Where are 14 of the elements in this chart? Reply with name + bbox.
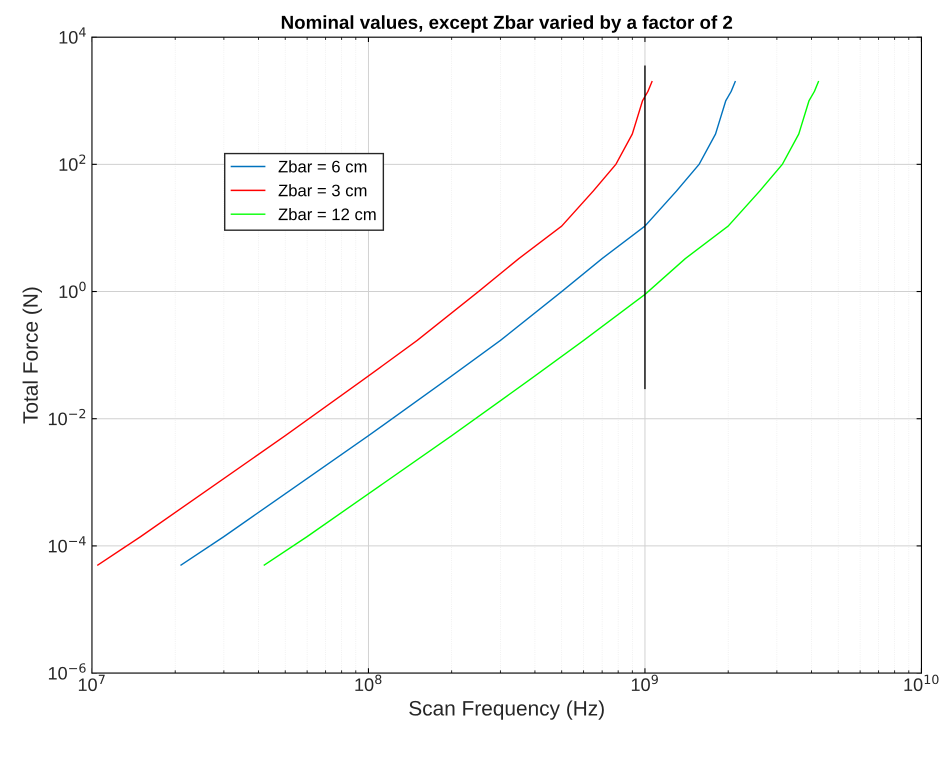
y-tick-label: 10$^{−4}$ (48, 536, 86, 553)
y-axis-title: Total Force (N) (22, 288, 42, 424)
legend-label: Zbar = 6 cm (278, 160, 366, 172)
chart-title: Nominal values, except Zbar varied by a factor of 2 (282, 15, 732, 33)
x-tick-label: 10$^{10}$ (904, 674, 939, 692)
x-tick-label: 10$^{9}$ (632, 674, 658, 692)
x-tick-label: 10$^{8}$ (355, 674, 382, 692)
legend-label: Zbar = 3 cm (278, 184, 366, 196)
y-tick-label: 10$^{0}$ (60, 282, 86, 298)
x-axis-title: Scan Frequency (Hz) (409, 700, 604, 720)
legend-label: Zbar = 12 cm (278, 208, 376, 220)
y-tick-label: 10$^{−2}$ (48, 408, 86, 426)
y-tick-label: 10$^{4}$ (60, 27, 86, 44)
y-tick-label: 10$^{2}$ (60, 154, 86, 171)
